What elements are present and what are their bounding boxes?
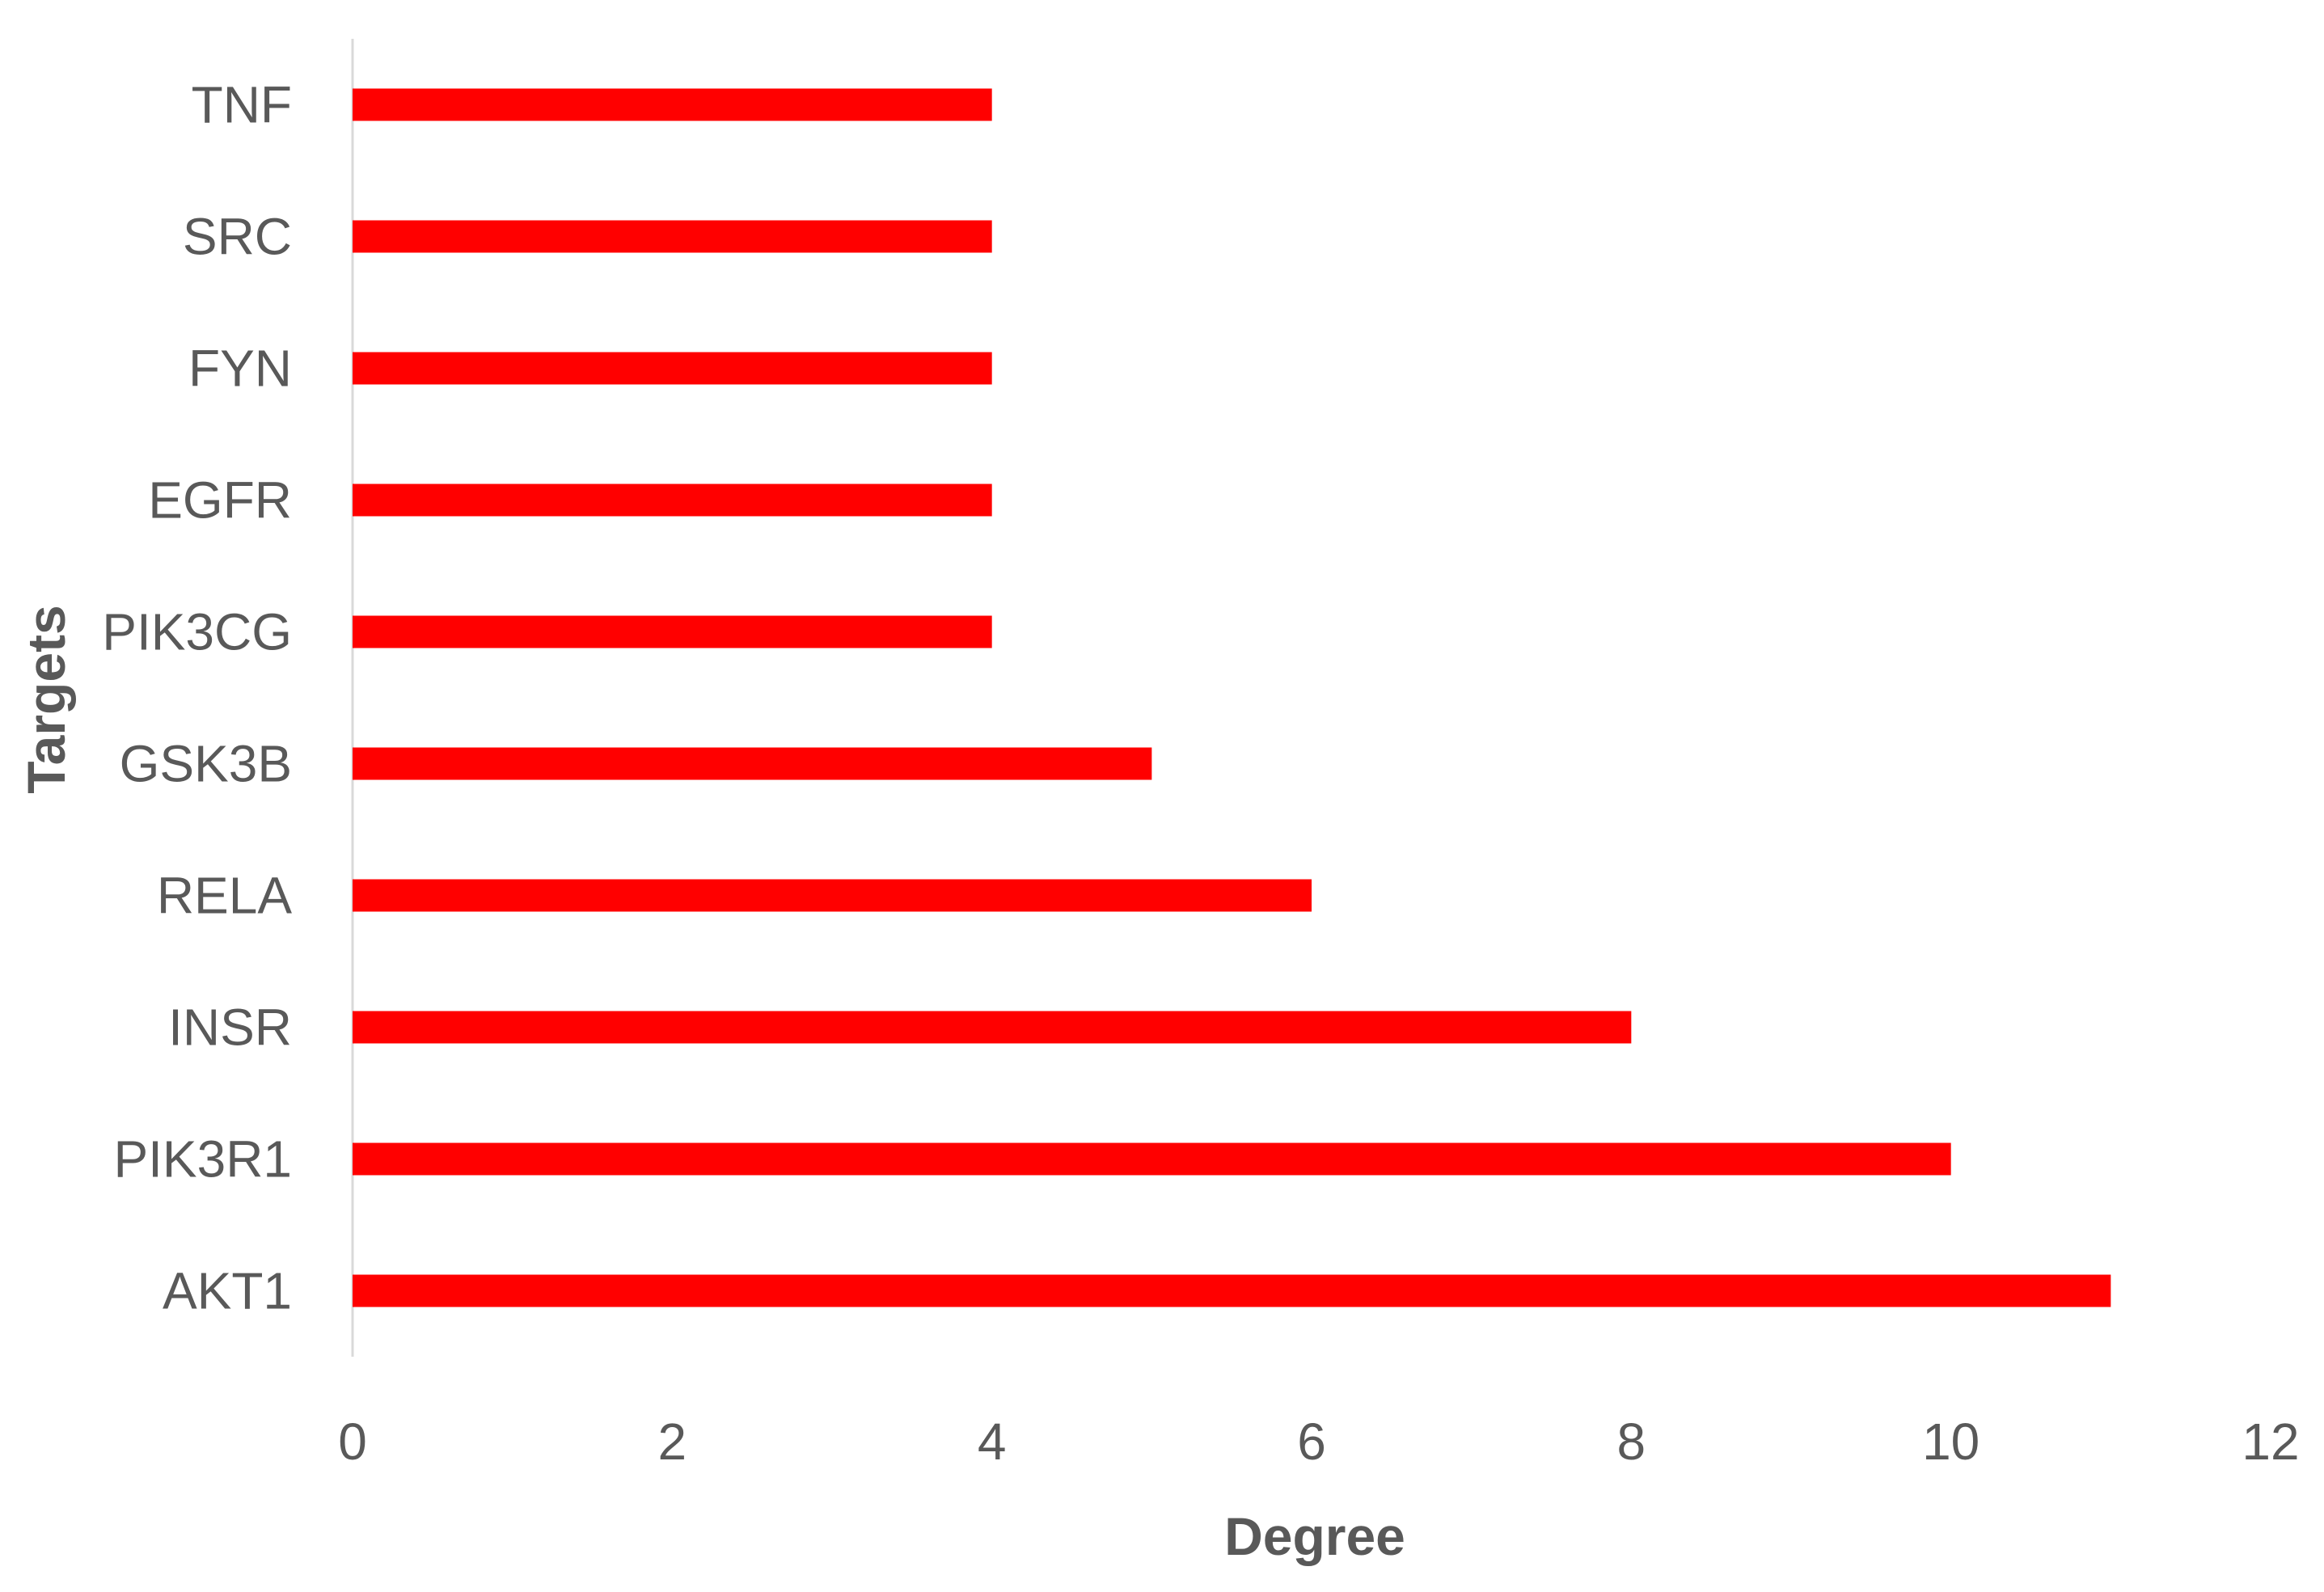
- bar-pik3r1: [353, 1142, 1951, 1176]
- bar-rela: [353, 879, 1312, 912]
- x-axis-title: Degree: [1224, 1506, 1405, 1566]
- x-tick-label: 12: [2242, 1413, 2299, 1471]
- y-tick-labels: AKT1 PIK3R1 INSR RELA GSK3B PIK3CG EGFR FYN SRC T…: [102, 76, 292, 1320]
- x-tick-label: 8: [1617, 1413, 1646, 1471]
- y-tick-label: PIK3R1: [113, 1130, 292, 1189]
- y-tick-label: PIK3CG: [102, 603, 292, 661]
- bars-group: [353, 88, 2111, 1307]
- x-tick-label: 0: [338, 1413, 367, 1471]
- x-tick-labels: 0 2 4 6 8 10 12: [338, 1413, 2299, 1471]
- y-tick-label: SRC: [183, 208, 292, 266]
- bar-fyn: [353, 352, 992, 385]
- y-tick-label: FYN: [188, 340, 292, 398]
- bar-egfr: [353, 484, 992, 517]
- x-tick-label: 2: [658, 1413, 687, 1471]
- y-tick-label: RELA: [157, 867, 293, 925]
- y-tick-label: EGFR: [148, 471, 292, 530]
- bar-gsk3b: [353, 747, 1152, 780]
- bar-tnf: [353, 88, 992, 121]
- bar-pik3cg: [353, 615, 992, 648]
- bar-src: [353, 220, 992, 253]
- y-tick-label: TNF: [192, 76, 292, 134]
- bar-akt1: [353, 1274, 2111, 1307]
- x-tick-label: 4: [978, 1413, 1007, 1471]
- x-tick-label: 10: [1922, 1413, 1980, 1471]
- y-axis-title: Targets: [16, 605, 76, 794]
- bar-insr: [353, 1011, 1632, 1044]
- x-tick-label: 6: [1297, 1413, 1326, 1471]
- y-tick-label: INSR: [168, 999, 292, 1057]
- y-tick-label: GSK3B: [120, 735, 292, 793]
- y-tick-label: AKT1: [163, 1262, 292, 1320]
